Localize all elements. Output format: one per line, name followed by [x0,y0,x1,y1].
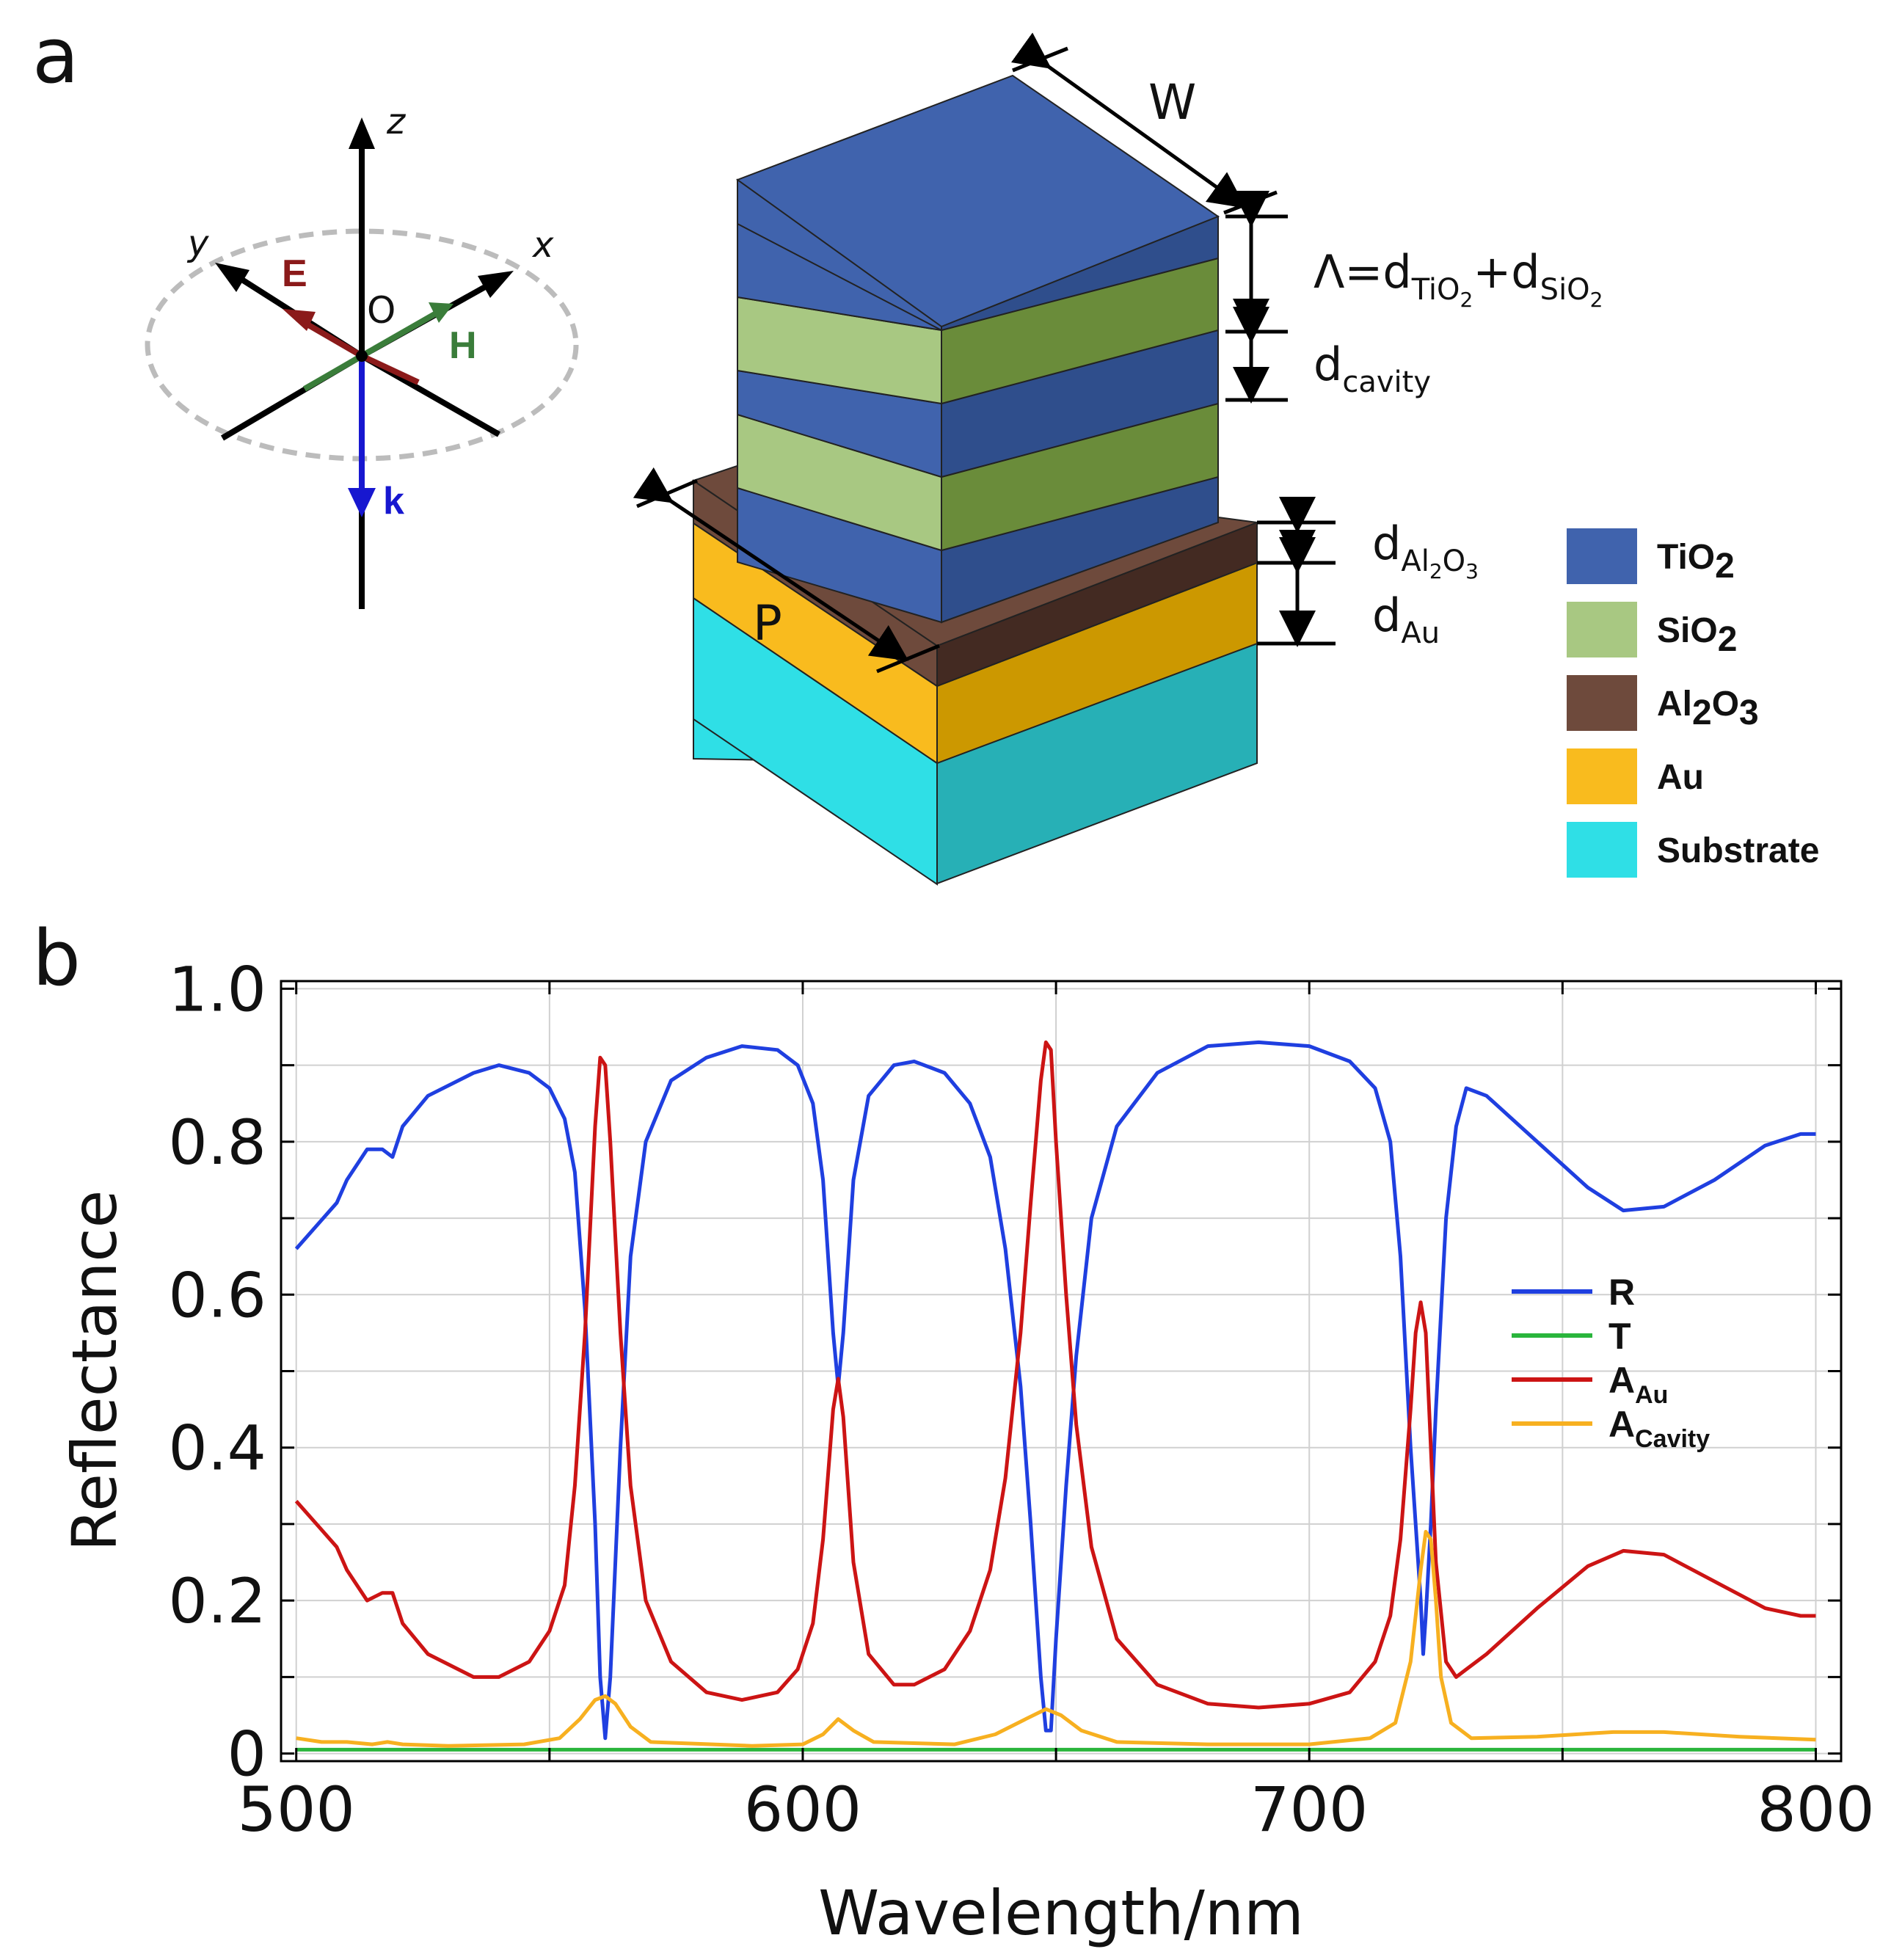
k-label: k [383,480,404,522]
y-tick-label: 0.6 [168,1259,266,1331]
legend-entry-A_Au: AAu [1608,1360,1668,1409]
period-label: Λ=dTiO2+dSiO2 [1314,245,1603,312]
y-tick-label: 1.0 [168,953,266,1025]
e-field-tail [360,353,420,385]
p-tick-left [636,478,698,509]
y-axis-label: Reflectance [59,1190,131,1552]
y-tick-label: 0.8 [168,1107,266,1178]
w-tick-right [1223,190,1278,215]
x-tick-label: 600 [744,1774,861,1846]
legend-label-3: Au [1657,758,1704,797]
z-arrowhead [349,117,375,149]
legend-entry-A_Cavity: ACavity [1608,1404,1710,1453]
x-tick-label: 500 [238,1774,355,1846]
x-axis-label: Wavelength/nm [818,1877,1304,1949]
x-arrowhead [478,271,514,298]
al2o3-thickness-label: dAl2O3 [1372,517,1479,583]
k-arrowhead [348,488,376,517]
origin-label: O [367,289,396,332]
legend-label-4: Substrate [1657,831,1819,870]
h-field-vector [360,310,439,359]
w-tick-left [1012,46,1068,73]
panel-b-label: b [32,914,81,1003]
h-field-tail [303,353,363,392]
w-label: W [1148,74,1196,131]
x-label: x [531,225,554,266]
au-thickness-label: dAu [1372,589,1440,650]
e-label: E [282,252,307,295]
layer-stack-3d [691,74,1258,886]
coordinate-system: z y x O E H k [145,101,579,609]
legend-entry-T: T [1608,1316,1631,1357]
legend-swatch-4 [1567,822,1637,878]
h-field-arrowhead [429,302,453,323]
e-field-arrowhead [283,309,316,331]
legend-swatch-3 [1567,748,1637,804]
y-tick-label: 0 [227,1719,266,1790]
y-label: y [186,223,209,264]
p-label: P [753,595,782,652]
x-tick-label: 800 [1757,1774,1874,1846]
legend-swatch-0 [1567,528,1637,584]
dimension-annotations [633,32,1336,674]
y-tick-label: 0.4 [168,1413,266,1484]
legend-label-1: SiO2 [1657,611,1737,659]
series-line-A_Au [294,1040,1816,1710]
chart-grid [281,981,1841,1761]
w-arrow [1010,32,1247,208]
y-arrowhead [215,263,249,292]
legend-label-0: TiO2 [1657,538,1735,586]
legend-swatch-1 [1567,602,1637,657]
cavity-label: dcavity [1314,338,1431,399]
reflectance-chart: 500 600 700 800 0 0.2 0.4 0.6 0.8 1.0 Wavelength/… [59,953,1875,1949]
x-tick-label: 700 [1250,1774,1368,1846]
p-arrow [633,467,909,661]
legend-entry-R: R [1608,1272,1635,1313]
panel-a-label: a [32,11,79,101]
material-legend: TiO2 SiO2 Al2O3 Au Substrate [1567,528,1819,878]
series-line-A_Cavity [296,1529,1816,1748]
z-label: z [386,101,407,142]
h-label: H [449,324,477,367]
y-tick-label: 0.2 [168,1565,266,1637]
legend-label-2: Al2O3 [1657,685,1759,732]
legend-swatch-2 [1567,675,1637,731]
chart-ticks: 500 600 700 800 0 0.2 0.4 0.6 0.8 1.0 [168,953,1874,1846]
origin-dot [356,350,368,362]
